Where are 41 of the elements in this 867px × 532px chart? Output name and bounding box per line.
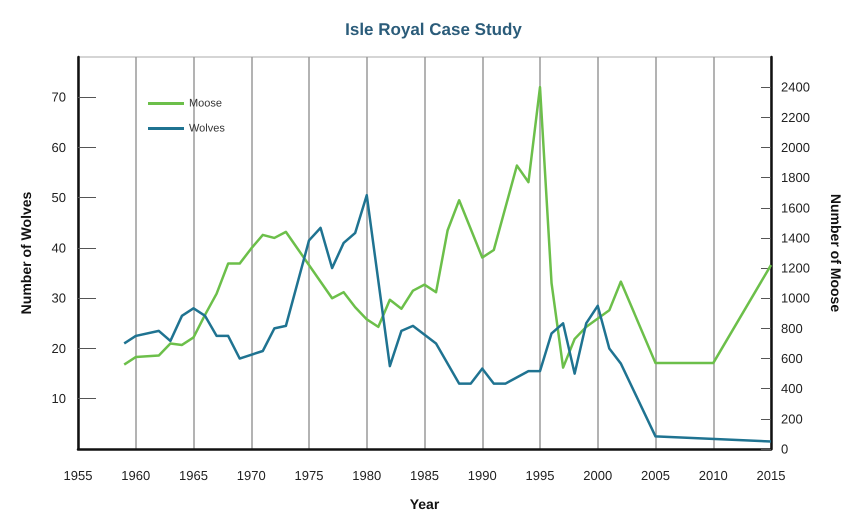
y2-tick-label: 0 <box>781 442 788 456</box>
x-tick-label: 2000 <box>583 468 612 483</box>
y2-tick-label: 600 <box>781 351 803 366</box>
y2-tick-label: 1600 <box>781 200 810 216</box>
x-tick-label: 2015 <box>756 468 786 483</box>
y-tick-label: 40 <box>52 240 66 256</box>
y2-tick-label: 2400 <box>781 80 810 95</box>
x-tick-label: 1975 <box>294 468 324 483</box>
line-series <box>122 194 772 443</box>
y-tick-label: 10 <box>52 391 66 406</box>
y-tick-label: 50 <box>52 190 66 206</box>
y-tick-label: 30 <box>52 290 66 306</box>
chart-title: Isle Royal Case Study <box>345 20 522 39</box>
y2-tick-label: 400 <box>781 381 803 396</box>
y2-tick-label: 1200 <box>781 260 810 276</box>
y-tick-label: 20 <box>52 340 66 356</box>
y2-tick-label: 2200 <box>781 110 810 125</box>
y2-tick-label: 1400 <box>781 230 810 246</box>
x-tick-label: 1955 <box>64 468 92 483</box>
x-tick-label: 1965 <box>179 468 208 483</box>
x-axis-title: Year <box>410 496 440 512</box>
y-tick-label: 70 <box>52 90 66 105</box>
y2-tick-label: 1000 <box>781 290 810 306</box>
y-axis-title: Number of Wolves <box>18 191 34 314</box>
x-tick-label: 1985 <box>410 468 439 483</box>
y2-tick-label: 200 <box>781 411 803 426</box>
y2-tick-label: 800 <box>781 320 803 336</box>
legend-label: Moose <box>189 98 222 110</box>
x-tick-label: 2005 <box>641 468 670 483</box>
x-tick-label: 1990 <box>468 468 497 483</box>
x-tick-label: 1970 <box>236 468 266 483</box>
legend-label: Wolves <box>189 122 226 134</box>
x-tick-label: 2010 <box>698 468 728 483</box>
x-tick-label: 1960 <box>121 468 150 483</box>
line-series <box>122 86 772 369</box>
y2-tick-label: 2000 <box>781 140 810 155</box>
x-tick-label: 1980 <box>352 468 382 483</box>
y2-axis-title: Number of Moose <box>828 194 844 312</box>
x-tick-label: 1995 <box>526 468 554 483</box>
y2-tick-label: 1800 <box>781 170 810 186</box>
y-tick-label: 60 <box>52 140 66 155</box>
